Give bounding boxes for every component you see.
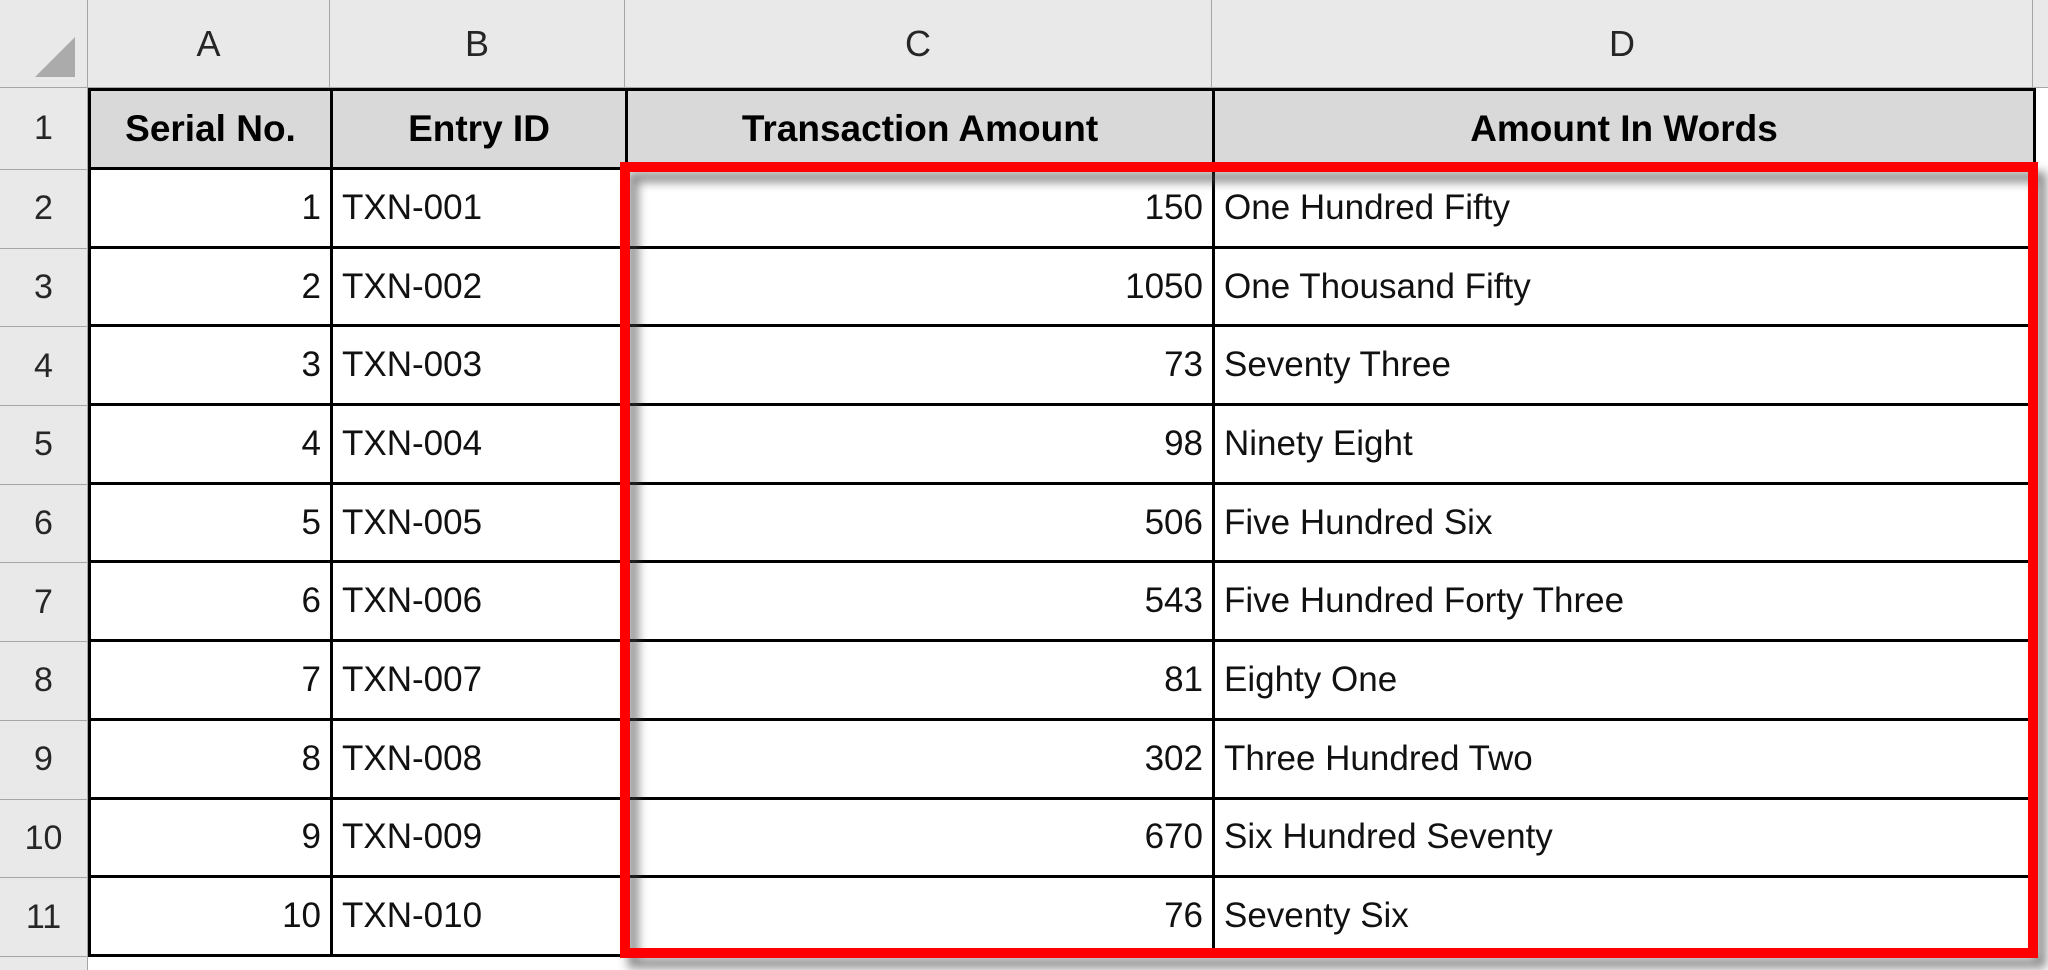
select-all-corner[interactable]	[0, 0, 88, 87]
cell-a11[interactable]: 10	[91, 878, 333, 957]
cell-b7[interactable]: TXN-006	[333, 563, 628, 643]
cell-b1[interactable]: Entry ID	[333, 91, 628, 170]
cell-c1[interactable]: Transaction Amount	[628, 91, 1215, 170]
row-header-filler	[0, 956, 87, 970]
row-header-5[interactable]: 5	[0, 406, 87, 485]
row-header-7[interactable]: 7	[0, 563, 87, 643]
cell-c7[interactable]: 543	[628, 563, 1215, 643]
cell-d1[interactable]: Amount In Words	[1215, 91, 2036, 170]
column-header-filler	[2033, 0, 2048, 87]
cell-b11[interactable]: TXN-010	[333, 878, 628, 957]
row-header-10[interactable]: 10	[0, 799, 87, 879]
cell-b8[interactable]: TXN-007	[333, 642, 628, 721]
cell-b3[interactable]: TXN-002	[333, 248, 628, 328]
row-header-3[interactable]: 3	[0, 248, 87, 328]
cell-a10[interactable]: 9	[91, 799, 333, 879]
cell-a5[interactable]: 4	[91, 406, 333, 485]
cell-a4[interactable]: 3	[91, 327, 333, 407]
column-header-b[interactable]: B	[330, 0, 625, 87]
cell-b2[interactable]: TXN-001	[333, 170, 628, 249]
cell-d2[interactable]: One Hundred Fifty	[1215, 170, 2036, 249]
row-header-2[interactable]: 2	[0, 170, 87, 249]
row-header-11[interactable]: 11	[0, 878, 87, 957]
cell-a2[interactable]: 1	[91, 170, 333, 249]
cell-b5[interactable]: TXN-004	[333, 406, 628, 485]
table-header-row: Serial No. Entry ID Transaction Amount A…	[91, 91, 2036, 170]
table-row: 9 TXN-009 670 Six Hundred Seventy	[91, 799, 2036, 879]
cell-b10[interactable]: TXN-009	[333, 799, 628, 879]
data-table: Serial No. Entry ID Transaction Amount A…	[88, 88, 2036, 957]
table-row: 4 TXN-004 98 Ninety Eight	[91, 406, 2036, 485]
table-row: 2 TXN-002 1050 One Thousand Fifty	[91, 248, 2036, 328]
cell-b6[interactable]: TXN-005	[333, 484, 628, 564]
cell-c5[interactable]: 98	[628, 406, 1215, 485]
select-all-icon	[35, 37, 75, 77]
cell-c2[interactable]: 150	[628, 170, 1215, 249]
table-row: 5 TXN-005 506 Five Hundred Six	[91, 484, 2036, 564]
cell-b4[interactable]: TXN-003	[333, 327, 628, 407]
row-header-8[interactable]: 8	[0, 642, 87, 721]
cell-c4[interactable]: 73	[628, 327, 1215, 407]
cell-d10[interactable]: Six Hundred Seventy	[1215, 799, 2036, 879]
cell-b9[interactable]: TXN-008	[333, 720, 628, 800]
row-header-4[interactable]: 4	[0, 327, 87, 407]
table-row: 10 TXN-010 76 Seventy Six	[91, 878, 2036, 957]
table-row: 6 TXN-006 543 Five Hundred Forty Three	[91, 563, 2036, 643]
cell-a8[interactable]: 7	[91, 642, 333, 721]
cell-d4[interactable]: Seventy Three	[1215, 327, 2036, 407]
cell-d3[interactable]: One Thousand Fifty	[1215, 248, 2036, 328]
row-header-6[interactable]: 6	[0, 484, 87, 564]
cell-a3[interactable]: 2	[91, 248, 333, 328]
table-row: 1 TXN-001 150 One Hundred Fifty	[91, 170, 2036, 249]
cell-a1[interactable]: Serial No.	[91, 91, 333, 170]
row-header-1[interactable]: 1	[0, 88, 87, 170]
cell-c9[interactable]: 302	[628, 720, 1215, 800]
row-header-9[interactable]: 9	[0, 720, 87, 800]
row-header-gutter: 1 2 3 4 5 6 7 8 9 10 11	[0, 88, 88, 970]
cell-c3[interactable]: 1050	[628, 248, 1215, 328]
cell-c6[interactable]: 506	[628, 484, 1215, 564]
cell-d11[interactable]: Seventy Six	[1215, 878, 2036, 957]
cell-d7[interactable]: Five Hundred Forty Three	[1215, 563, 2036, 643]
cell-c10[interactable]: 670	[628, 799, 1215, 879]
table-row: 3 TXN-003 73 Seventy Three	[91, 327, 2036, 407]
table-row: 7 TXN-007 81 Eighty One	[91, 642, 2036, 721]
column-header-d[interactable]: D	[1212, 0, 2033, 87]
table-row: 8 TXN-008 302 Three Hundred Two	[91, 720, 2036, 800]
cell-a6[interactable]: 5	[91, 484, 333, 564]
cell-d5[interactable]: Ninety Eight	[1215, 406, 2036, 485]
cell-a7[interactable]: 6	[91, 563, 333, 643]
column-header-c[interactable]: C	[625, 0, 1212, 87]
cell-d6[interactable]: Five Hundred Six	[1215, 484, 2036, 564]
cell-a9[interactable]: 8	[91, 720, 333, 800]
cell-d8[interactable]: Eighty One	[1215, 642, 2036, 721]
column-header-a[interactable]: A	[88, 0, 330, 87]
cell-c11[interactable]: 76	[628, 878, 1215, 957]
cell-d9[interactable]: Three Hundred Two	[1215, 720, 2036, 800]
cell-c8[interactable]: 81	[628, 642, 1215, 721]
column-header-strip: A B C D	[0, 0, 2048, 88]
